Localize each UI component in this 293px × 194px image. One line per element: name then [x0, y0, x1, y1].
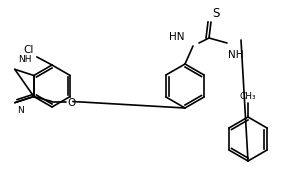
Text: CH₃: CH₃	[240, 92, 256, 101]
Text: NH: NH	[228, 50, 243, 60]
Text: N: N	[17, 106, 23, 115]
Text: HN: HN	[169, 32, 185, 42]
Text: O: O	[68, 99, 76, 108]
Text: Cl: Cl	[24, 45, 34, 55]
Text: S: S	[212, 7, 219, 20]
Text: NH: NH	[18, 55, 31, 64]
